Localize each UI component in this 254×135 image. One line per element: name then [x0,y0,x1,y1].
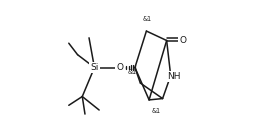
Text: O: O [116,63,123,72]
Text: &1: &1 [127,69,136,75]
Text: O: O [179,36,186,45]
Text: NH: NH [166,72,179,81]
Text: &1: &1 [151,108,160,114]
Text: Si: Si [90,63,98,72]
Text: &1: &1 [142,16,151,22]
